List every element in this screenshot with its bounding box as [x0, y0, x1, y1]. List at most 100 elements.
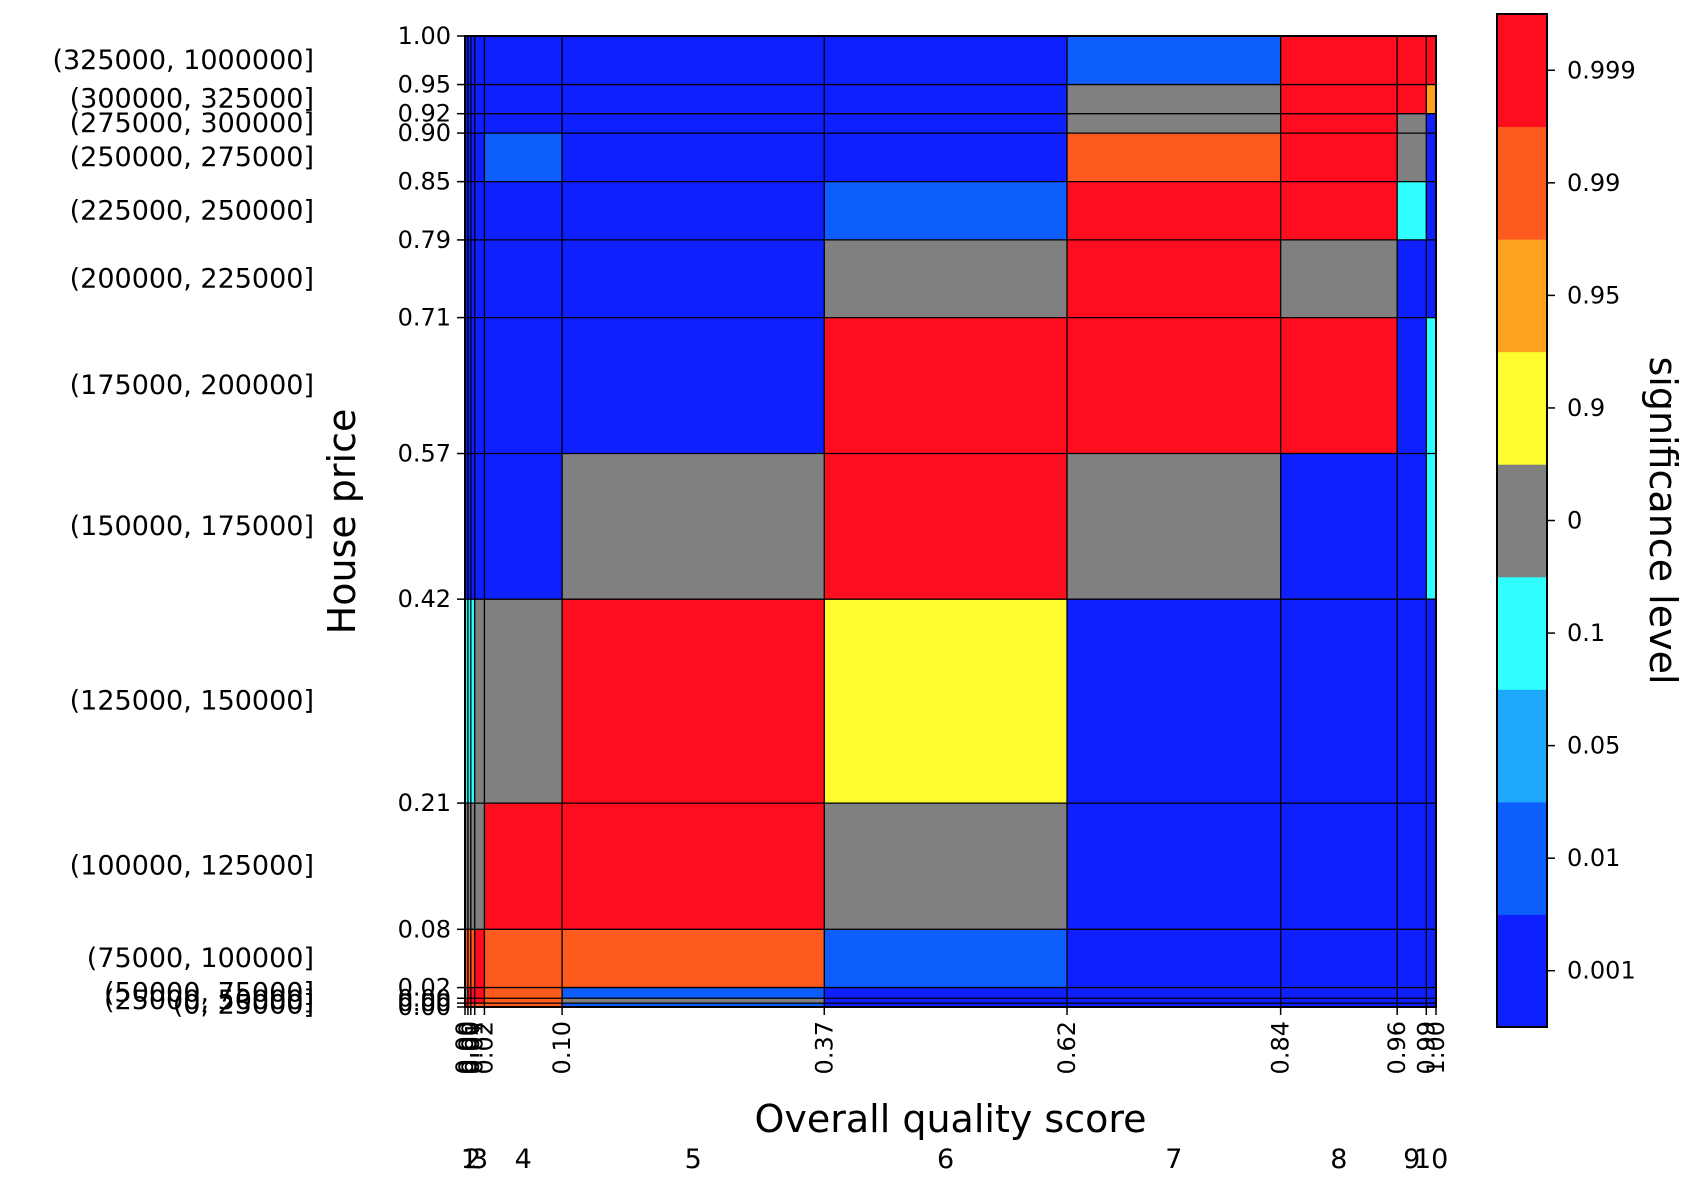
colorbar-segment [1497, 239, 1547, 353]
heatmap-cell [1426, 599, 1436, 804]
heatmap-cell [562, 929, 825, 988]
x-ticks: 0.000.000.000.010.02 0.10 0.37 0.62 0.84 0.96… [451, 1007, 1450, 1074]
colorbar-segment [1497, 801, 1547, 915]
heatmap-cell [474, 133, 485, 182]
heatmap-cell [470, 599, 475, 804]
heatmap-cell [484, 929, 563, 988]
colorbar [1497, 14, 1547, 1028]
y-tick-label: 0.00 [398, 984, 451, 1012]
heatmap-cell [470, 239, 475, 318]
heatmap-cell [562, 84, 825, 114]
heatmap-cell [484, 317, 563, 454]
y-category-label: (150000, 175000] [70, 511, 314, 542]
colorbar-tick-label: 0.1 [1567, 619, 1605, 647]
heatmap-cell [465, 181, 468, 240]
y-tick-label: 0.85 [398, 168, 451, 196]
heatmap-cell [467, 113, 471, 134]
x-category-label: 4 [515, 1144, 532, 1175]
y-category-label: (200000, 225000] [70, 263, 314, 294]
heatmap-cell [1397, 181, 1427, 240]
heatmap-cell [1426, 84, 1436, 114]
heatmap-cell [467, 84, 471, 114]
heatmap-cell [1397, 803, 1427, 930]
heatmap-cell [562, 998, 825, 1004]
heatmap-cell [465, 317, 468, 454]
heatmap-cell [824, 133, 1068, 182]
heatmap-cell [1280, 1003, 1398, 1007]
colorbar-label: significance level [1641, 356, 1685, 684]
heatmap-cell [562, 36, 825, 85]
heatmap-cell [474, 1003, 485, 1007]
heatmap-cell [1280, 998, 1398, 1004]
x-tick-label: 0.37 [810, 1021, 838, 1074]
y-category-label: (25000, 50000] [104, 985, 314, 1016]
heatmap-cell [824, 453, 1068, 600]
x-tick-label: 0.00 [454, 1021, 482, 1074]
y-tick-label: 0.71 [398, 304, 451, 332]
heatmap-cell [465, 133, 468, 182]
x-category-label: 5 [685, 1144, 702, 1175]
heatmap-cell [1067, 599, 1281, 804]
heatmap-cell [824, 36, 1068, 85]
heatmap-cell [1397, 1003, 1427, 1007]
heatmap-cell [1397, 113, 1427, 134]
heatmap-cell [824, 998, 1068, 1004]
y-category-label: (0, 25000] [173, 990, 314, 1021]
heatmap-cell [1067, 929, 1281, 988]
colorbar-segment [1497, 576, 1547, 690]
heatmap-cell [470, 133, 475, 182]
heatmap-cell [1426, 317, 1436, 454]
heatmap-cell [1067, 803, 1281, 930]
heatmap-cell [474, 453, 485, 600]
y-tick-label: 0.79 [398, 226, 451, 254]
heatmap-cell [562, 1003, 825, 1007]
x-tick-label: 0.84 [1267, 1021, 1295, 1074]
heatmap-cell [1280, 317, 1398, 454]
x-category-label: 6 [937, 1144, 954, 1175]
heatmap-cells [465, 36, 1436, 1007]
heatmap-cell [824, 239, 1068, 318]
heatmap-cell [1426, 133, 1436, 182]
y-tick-label: 0.90 [398, 119, 451, 147]
x-tick-label: 0.00 [457, 1021, 485, 1074]
heatmap-cell [1067, 84, 1281, 114]
y-tick-label: 0.57 [398, 440, 451, 468]
heatmap-cell [474, 239, 485, 318]
heatmap-cell [1426, 453, 1436, 600]
x-categories: 123 4 5 6 7 8 910 [461, 1144, 1449, 1175]
y-tick-label: 0.95 [398, 71, 451, 99]
heatmap-cell [470, 453, 475, 600]
heatmap-cell [474, 113, 485, 134]
heatmap-cell [1067, 36, 1281, 85]
heatmap-cell [465, 113, 468, 134]
heatmap-cell [474, 599, 485, 804]
x-tick-label: 0.62 [1053, 1021, 1081, 1074]
heatmap-cell [562, 317, 825, 454]
heatmap-cell [824, 803, 1068, 930]
x-axis-label: Overall quality score [754, 1097, 1146, 1141]
y-tick-label: 0.02 [398, 974, 451, 1002]
heatmap-cell [470, 1003, 475, 1007]
heatmap-cell [1426, 181, 1436, 240]
heatmap-cell [1426, 113, 1436, 134]
heatmap-cell [1397, 998, 1427, 1004]
heatmap-cell [465, 987, 468, 999]
heatmap-cell [467, 998, 471, 1004]
y-categories: (0, 25000](25000, 50000](50000, 75000](7… [52, 45, 314, 1021]
colorbar-tick-label: 0.05 [1567, 732, 1620, 760]
heatmap-cell [465, 929, 468, 988]
heatmap-cell [824, 84, 1068, 114]
plot-frame [464, 35, 1437, 1008]
colorbar-tick-label: 0 [1567, 507, 1582, 535]
y-tick-label: 1.00 [398, 22, 451, 50]
heatmap-cell [465, 1003, 468, 1007]
heatmap-cell [562, 803, 825, 930]
y-tick-label: 0.00 [398, 989, 451, 1017]
heatmap-cell [1397, 599, 1427, 804]
heatmap-cell [467, 1003, 471, 1007]
heatmap-cell [824, 929, 1068, 988]
y-category-label: (225000, 250000] [70, 195, 314, 226]
heatmap-cell [465, 803, 468, 930]
heatmap-cell [467, 317, 471, 454]
